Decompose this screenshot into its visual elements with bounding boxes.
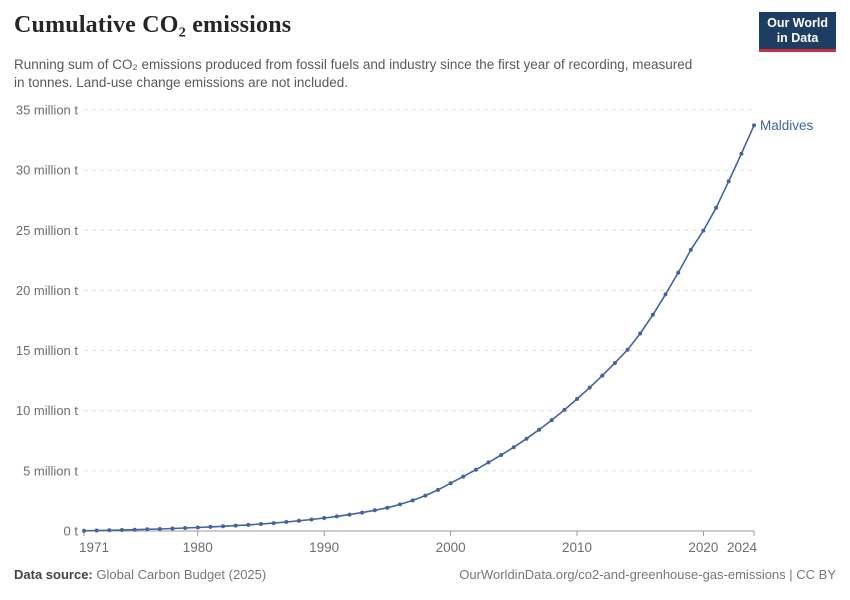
data-point[interactable]	[562, 407, 567, 412]
data-point[interactable]	[587, 385, 592, 390]
y-tick-label: 20 million t	[16, 283, 79, 298]
data-point[interactable]	[82, 528, 86, 533]
data-point[interactable]	[94, 528, 99, 533]
data-point[interactable]	[511, 445, 516, 450]
data-point[interactable]	[524, 436, 529, 441]
data-point[interactable]	[423, 493, 428, 498]
data-point[interactable]	[726, 179, 731, 184]
data-point[interactable]	[309, 517, 314, 522]
y-gridlines: 0 t 5 million t 10 million t 15 million t 20…	[16, 103, 754, 539]
data-source: Data source: Global Carbon Budget (2025)	[14, 567, 266, 582]
x-tick-label: 2020	[688, 540, 718, 555]
data-point[interactable]	[347, 512, 352, 517]
data-point[interactable]	[284, 520, 289, 524]
x-tick-label: 1971	[79, 540, 109, 555]
data-point[interactable]	[650, 312, 655, 317]
data-point[interactable]	[208, 524, 213, 529]
data-point[interactable]	[688, 247, 693, 252]
chart-canvas[interactable]: 0 t 5 million t 10 million t 15 million t 20…	[0, 95, 850, 556]
x-tick-label: 2010	[562, 540, 592, 555]
y-tick-label: 5 million t	[23, 463, 78, 478]
data-point[interactable]	[259, 522, 263, 526]
data-point[interactable]	[575, 397, 579, 401]
data-point[interactable]	[436, 487, 440, 492]
data-point[interactable]	[461, 474, 466, 479]
data-point[interactable]	[537, 427, 542, 432]
x-tick-label: 2000	[436, 540, 466, 555]
data-point[interactable]	[473, 467, 478, 472]
data-point[interactable]	[398, 502, 402, 507]
y-tick-label: 30 million t	[16, 163, 79, 178]
data-point[interactable]	[372, 508, 377, 513]
data-point[interactable]	[448, 481, 453, 486]
data-point[interactable]	[107, 528, 112, 533]
data-point[interactable]	[676, 270, 681, 275]
data-point[interactable]	[752, 123, 756, 128]
data-point[interactable]	[119, 528, 124, 532]
data-point[interactable]	[600, 373, 605, 378]
data-point[interactable]	[170, 526, 175, 531]
data-point[interactable]	[638, 331, 643, 336]
data-point[interactable]	[296, 518, 301, 523]
y-tick-label: 15 million t	[16, 343, 79, 358]
data-point[interactable]	[195, 525, 200, 530]
y-tick-label: 35 million t	[16, 103, 79, 118]
data-point[interactable]	[221, 524, 226, 529]
owid-logo[interactable]: Our World in Data	[759, 12, 836, 52]
data-source-label: Data source:	[14, 567, 93, 582]
x-tick-label: 1980	[183, 540, 213, 555]
chart-title: Cumulative CO₂ emissions	[14, 12, 292, 38]
x-axis-ticks: 1971 1980 1990 2000 2010 2020 2024	[79, 531, 758, 555]
data-point[interactable]	[322, 516, 327, 520]
data-point[interactable]	[132, 527, 137, 532]
footer-citation-link[interactable]: OurWorldinData.org/co2-and-greenhouse-ga…	[459, 567, 836, 582]
data-point[interactable]	[183, 526, 188, 530]
data-point[interactable]	[714, 205, 719, 210]
data-point[interactable]	[360, 510, 365, 515]
data-point[interactable]	[499, 453, 504, 457]
data-point[interactable]	[486, 460, 491, 465]
data-point[interactable]	[410, 498, 415, 503]
x-tick-label: 1990	[309, 540, 339, 555]
data-point[interactable]	[701, 228, 706, 233]
data-point[interactable]	[663, 292, 668, 297]
y-tick-label: 10 million t	[16, 403, 79, 418]
logo-line1: Our World	[767, 16, 828, 30]
data-point[interactable]	[145, 527, 150, 532]
data-source-value: Global Carbon Budget (2025)	[96, 567, 267, 582]
data-point[interactable]	[385, 505, 390, 510]
series-markers[interactable]	[82, 123, 756, 533]
y-tick-label: 25 million t	[16, 223, 79, 238]
data-point[interactable]	[233, 523, 238, 528]
data-point[interactable]	[739, 151, 744, 156]
y-tick-label: 0 t	[64, 524, 79, 539]
chart-subtitle: Running sum of CO₂ emissions produced fr…	[14, 57, 693, 90]
data-point[interactable]	[612, 361, 617, 365]
series-label-maldives: Maldives	[760, 118, 814, 133]
data-point[interactable]	[549, 418, 554, 423]
data-point[interactable]	[271, 521, 276, 526]
x-tick-label: 2024	[727, 540, 758, 555]
data-point[interactable]	[157, 527, 162, 531]
data-point[interactable]	[625, 347, 630, 352]
series-line-maldives[interactable]	[83, 125, 755, 532]
data-point[interactable]	[246, 522, 251, 527]
data-point[interactable]	[334, 514, 339, 519]
chart-footer: Data source: Global Carbon Budget (2025)…	[14, 567, 836, 582]
logo-line2: in Data	[776, 31, 819, 45]
